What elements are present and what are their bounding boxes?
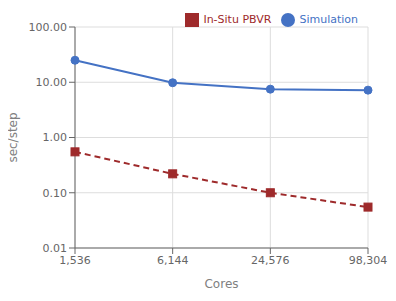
html-text:Simulation: Simulation [299, 13, 358, 26]
svg-text:1.00: 1.00 [43, 131, 68, 144]
svg-text:0.10: 0.10 [43, 187, 68, 200]
svg-text:sec/step: sec/step [8, 112, 20, 162]
svg-text:98,304: 98,304 [349, 254, 388, 267]
svg-text:Cores: Cores [204, 277, 238, 291]
svg-text:0.01: 0.01 [43, 242, 68, 255]
svg-text:24,576: 24,576 [251, 254, 290, 267]
svg-text:10.00: 10.00 [36, 76, 68, 89]
svg-text:1,536: 1,536 [59, 254, 91, 267]
html-text:In-Situ PBVR: In-Situ PBVR [203, 13, 272, 26]
svg-text:100.00: 100.00 [29, 21, 68, 34]
svg-text:6,144: 6,144 [157, 254, 189, 267]
